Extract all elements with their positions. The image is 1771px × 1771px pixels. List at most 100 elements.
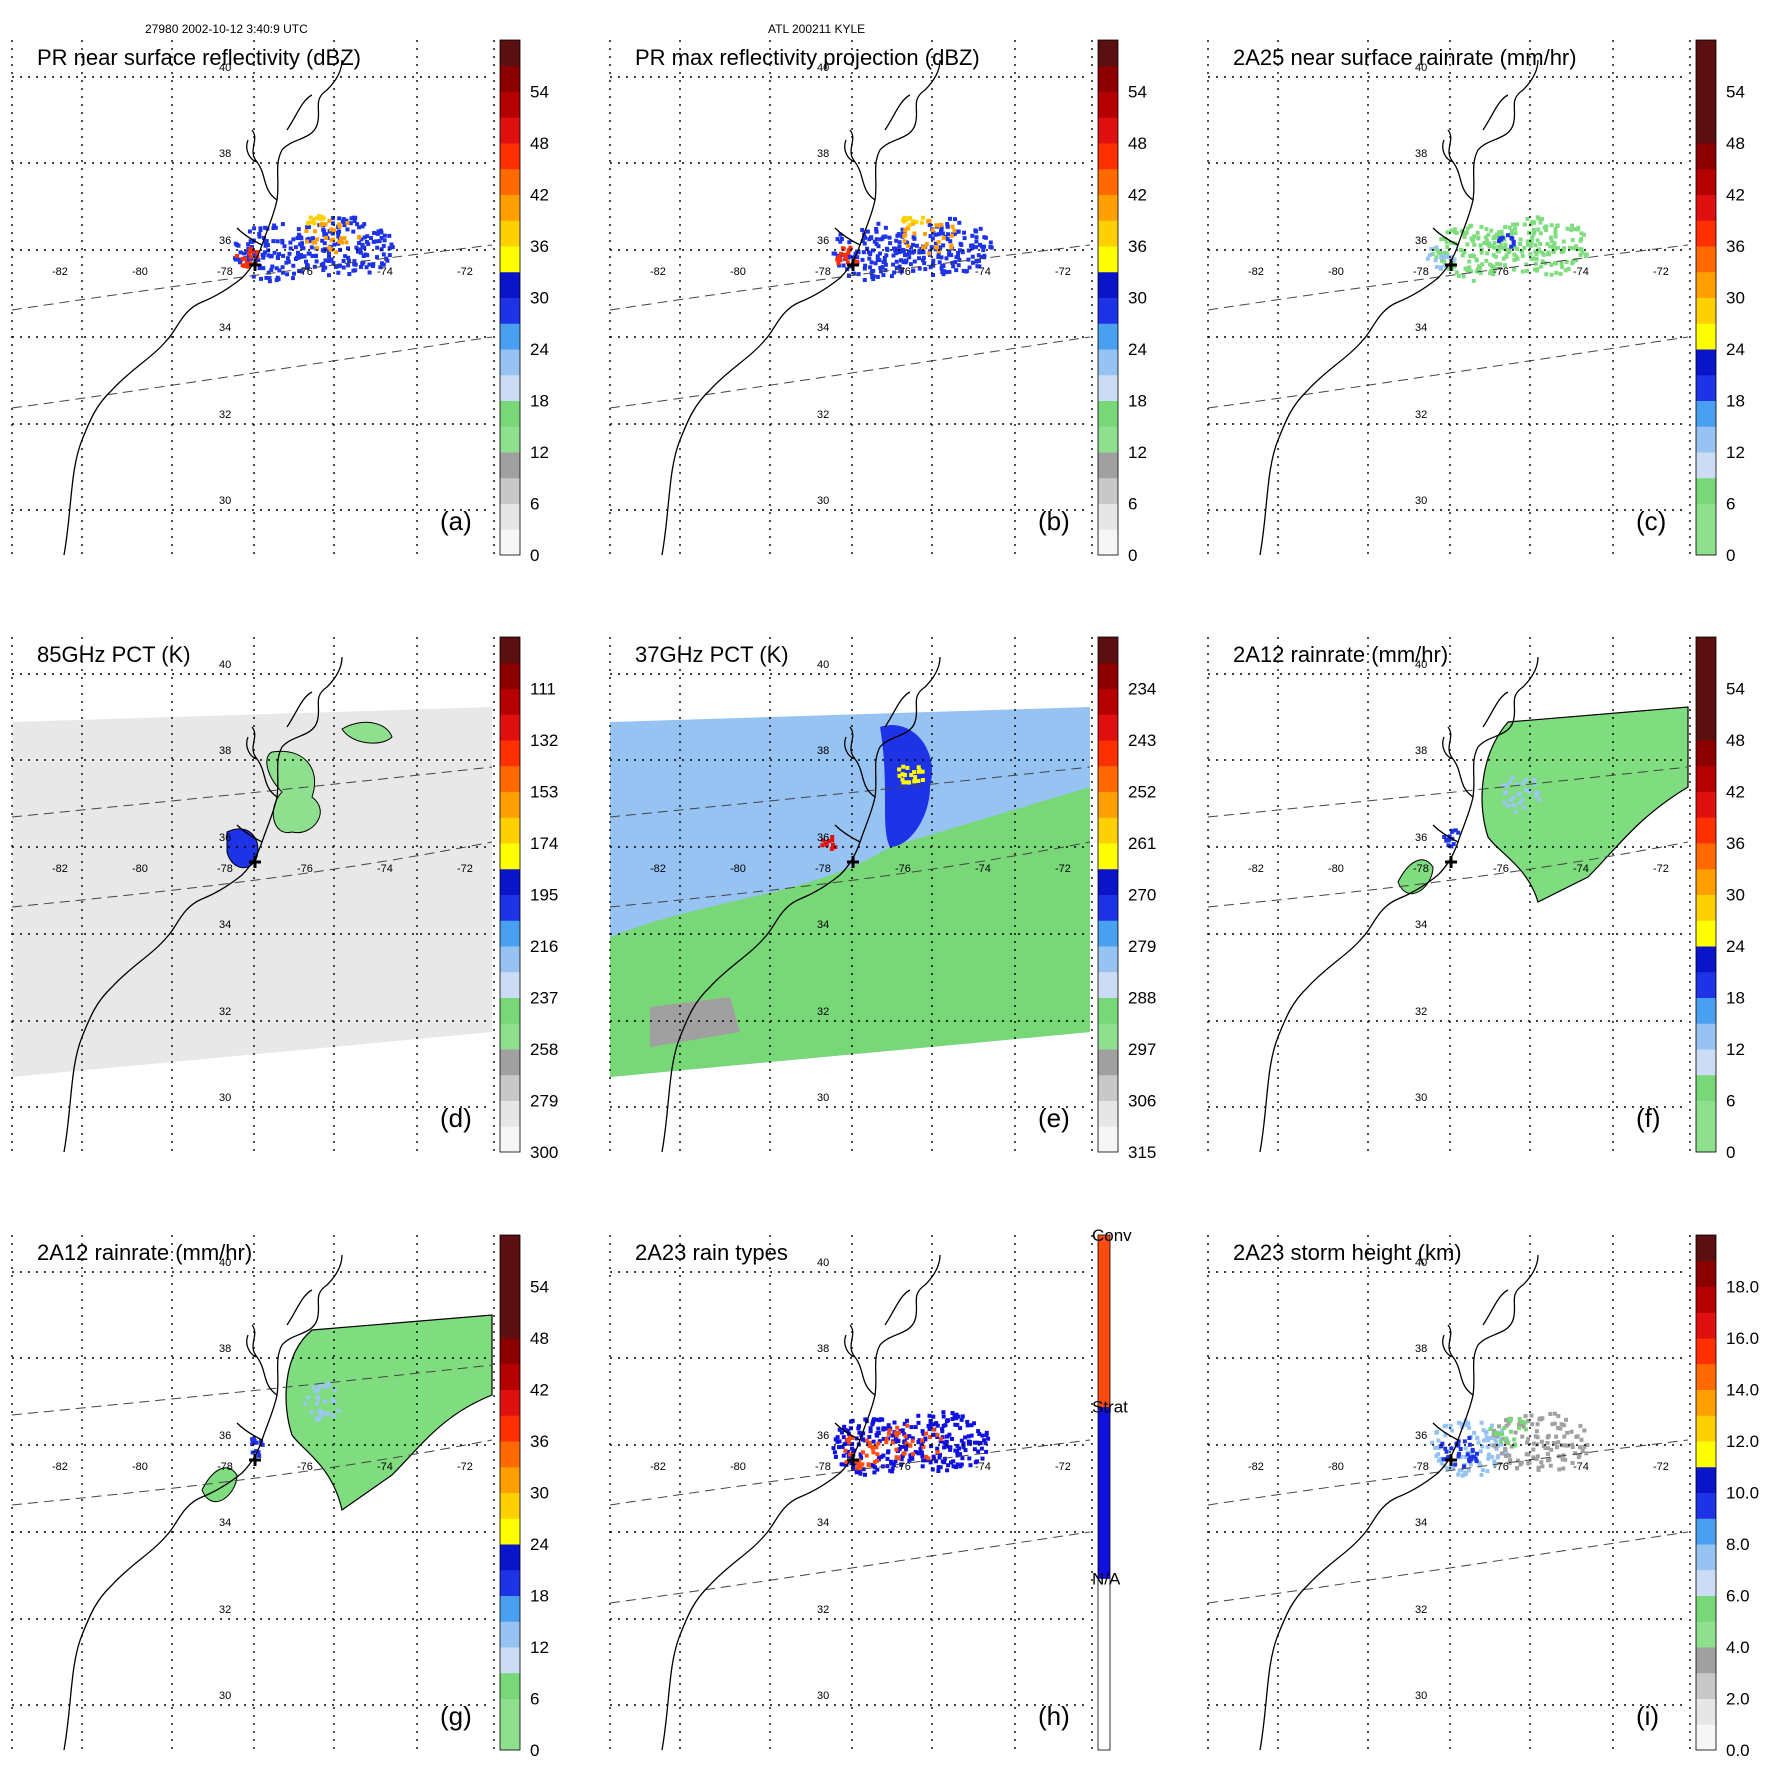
colorbar-segment	[500, 91, 520, 118]
data-pixel	[1518, 1462, 1523, 1467]
colorbar-frame	[1097, 1234, 1111, 1751]
colorbar-segment	[500, 1023, 520, 1050]
data-pixel	[1524, 778, 1528, 783]
data-pixel	[318, 223, 323, 227]
data-pixel	[1555, 1445, 1559, 1450]
data-pixel	[842, 1442, 847, 1447]
storm-header: ATL 200211 KYLE	[768, 22, 865, 36]
data-pixel	[295, 235, 300, 240]
storm-center-marker	[1445, 259, 1457, 271]
data-pixel	[371, 264, 375, 268]
data-pixel	[1574, 1434, 1579, 1439]
data-pixel	[907, 215, 912, 220]
data-pixel	[1495, 1443, 1500, 1448]
data-pixel	[961, 1445, 966, 1450]
data-pixel	[372, 231, 377, 235]
data-pixel	[306, 1395, 311, 1400]
data-pixel	[1502, 1426, 1507, 1430]
data-pixel	[1459, 1454, 1464, 1459]
data-pixel	[362, 245, 367, 250]
data-pixel	[304, 259, 308, 264]
data-pixel	[1453, 828, 1458, 833]
colorbar-segment	[1098, 714, 1118, 741]
data-pixel	[1457, 1451, 1461, 1456]
data-pixel	[1561, 1466, 1566, 1471]
data-pixel	[933, 232, 938, 237]
storm-center-marker	[847, 1454, 859, 1466]
data-pixel	[1488, 1427, 1493, 1431]
data-pixel	[908, 1453, 913, 1458]
data-pixel	[1497, 239, 1501, 244]
data-pixel	[263, 225, 268, 230]
data-pixel	[306, 236, 311, 241]
colorbar-segment	[1098, 91, 1118, 118]
data-pixel	[941, 272, 946, 277]
data-pixel	[950, 1411, 955, 1415]
lat-tick-label: 32	[1415, 409, 1427, 421]
colorbar-tick-label: 18	[1726, 989, 1745, 1008]
pr-swath-edge	[609, 244, 1091, 311]
data-pixel	[958, 1426, 963, 1430]
data-pixel	[913, 1425, 918, 1430]
data-pixel	[1537, 249, 1542, 254]
panel-label-d: (d)	[440, 1103, 472, 1133]
data-pixel	[1537, 1417, 1542, 1422]
data-pixel	[272, 250, 277, 255]
data-pixel	[931, 1454, 936, 1459]
data-pixel	[869, 235, 874, 240]
lon-tick-label: -76	[297, 1461, 313, 1473]
lon-tick-label: -76	[1493, 266, 1509, 278]
colorbar-segment	[1098, 1023, 1118, 1050]
data-pixel	[1532, 267, 1537, 272]
colorbar-segment	[1696, 1389, 1716, 1416]
data-pixel	[957, 1446, 962, 1451]
data-pixel	[850, 1435, 855, 1440]
data-pixel	[1570, 223, 1575, 228]
data-pixel	[1528, 222, 1533, 227]
data-pixel	[1509, 1444, 1514, 1449]
coastline	[63, 656, 343, 1153]
data-pixel	[903, 1434, 908, 1439]
data-pixel	[1549, 1447, 1554, 1452]
data-pixel	[257, 234, 262, 239]
lat-tick-label: 32	[817, 409, 829, 421]
data-pixel	[313, 229, 317, 234]
colorbar-segment	[1696, 740, 1716, 767]
data-pixel	[1526, 1419, 1530, 1423]
data-pixel	[868, 1426, 873, 1431]
data-pixel	[358, 250, 363, 255]
data-pixel	[347, 272, 352, 276]
colorbar-tick-label: 54	[1726, 83, 1745, 102]
data-pixel	[288, 246, 293, 251]
colorbar-segment	[500, 1698, 520, 1725]
data-pixel	[1552, 1411, 1557, 1416]
data-pixel	[910, 221, 915, 226]
data-pixel	[1541, 252, 1546, 257]
data-pixel	[275, 255, 280, 260]
data-pixel	[916, 1413, 921, 1418]
data-pixel	[387, 233, 392, 238]
lon-tick-label: -74	[1573, 1461, 1589, 1473]
data-pixel	[936, 249, 941, 254]
data-pixel	[1479, 224, 1484, 229]
colorbar-segment	[500, 1126, 520, 1153]
data-pixel	[945, 237, 950, 242]
colorbar-segment	[1696, 1595, 1716, 1622]
data-pixel	[874, 227, 879, 231]
data-pixel	[1556, 1414, 1561, 1419]
data-pixel	[1483, 235, 1488, 240]
data-pixel	[385, 258, 390, 263]
data-pixel	[962, 230, 966, 235]
data-pixel	[902, 1432, 907, 1437]
data-pixel	[333, 264, 338, 269]
lon-tick-label: -76	[297, 266, 313, 278]
data-pixel	[375, 231, 380, 236]
colorbar-tick-label: 14.0	[1726, 1381, 1759, 1400]
data-pixel	[242, 251, 247, 256]
lat-tick-label: 34	[1415, 322, 1427, 334]
lon-tick-label: -76	[1493, 863, 1509, 875]
data-pixel	[1529, 240, 1534, 245]
data-pixel	[931, 273, 935, 277]
data-pixel	[935, 1450, 940, 1455]
colorbar-tick-label: 12	[530, 1638, 549, 1657]
